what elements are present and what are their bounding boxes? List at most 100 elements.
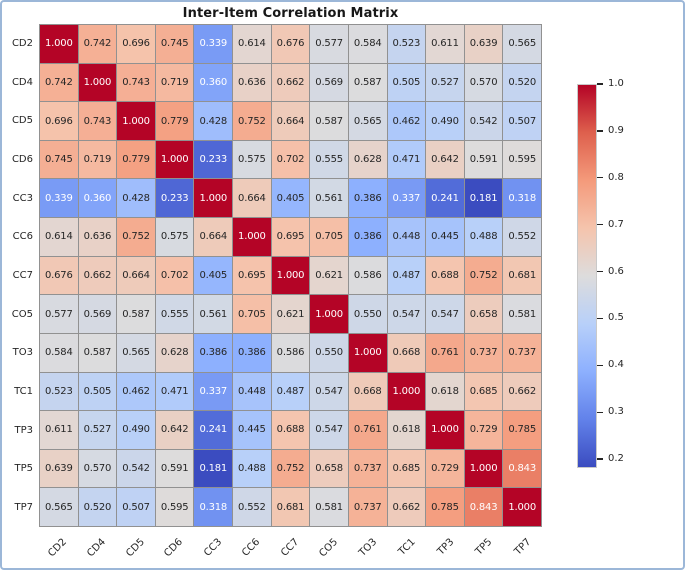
heatmap-cell: 0.668	[348, 372, 387, 411]
heatmap-cell: 0.614	[233, 25, 271, 63]
x-axis-label: CD5	[123, 536, 147, 560]
heatmap-cell: 0.386	[348, 218, 387, 256]
heatmap-cell: 0.405	[271, 179, 310, 218]
heatmap-cell: 0.702	[155, 256, 194, 295]
heatmap-cell: 0.569	[78, 295, 117, 333]
heatmap-cell: 0.685	[387, 449, 426, 488]
y-axis-label: TP7	[14, 502, 33, 514]
heatmap-cell: 0.688	[426, 256, 464, 295]
heatmap-cell: 1.000	[117, 102, 155, 140]
y-axis-label: CD6	[11, 153, 33, 165]
colorbar-tick	[597, 411, 603, 413]
colorbar-tick-label: 0.2	[608, 453, 624, 465]
heatmap-grid: 1.000 0.742 0.696 0.745 0.339 0.614 0.676 0.577…	[39, 24, 542, 527]
heatmap-cell: 1.000	[348, 333, 387, 372]
heatmap-cell: 0.542	[117, 449, 155, 488]
heatmap-cell: 1.000	[310, 295, 348, 333]
heatmap-cell: 0.695	[271, 218, 310, 256]
heatmap-cell: 0.662	[271, 63, 310, 102]
heatmap-cell: 0.488	[233, 449, 271, 488]
heatmap-cell: 0.569	[310, 63, 348, 102]
heatmap-cell: 1.000	[503, 488, 541, 526]
colorbar-tick-label: 0.5	[608, 312, 624, 324]
heatmap-cell: 0.705	[310, 218, 348, 256]
heatmap-cell: 1.000	[40, 25, 78, 63]
heatmap-cell: 0.241	[426, 179, 464, 218]
heatmap-cell: 0.318	[503, 179, 541, 218]
heatmap-cell: 0.737	[464, 333, 503, 372]
y-axis-label: CD5	[11, 115, 33, 127]
heatmap-cell: 0.745	[155, 25, 194, 63]
heatmap-cell: 0.642	[426, 140, 464, 179]
heatmap-cell: 0.581	[310, 488, 348, 526]
heatmap-cell: 0.584	[348, 25, 387, 63]
colorbar-tick-label: 0.3	[608, 406, 624, 418]
heatmap-cell: 0.752	[464, 256, 503, 295]
heatmap-cell: 0.527	[78, 411, 117, 449]
heatmap-cell: 1.000	[233, 218, 271, 256]
heatmap-cell: 0.676	[271, 25, 310, 63]
heatmap-cell: 0.577	[310, 25, 348, 63]
colorbar-tick	[597, 317, 603, 320]
heatmap-cell: 0.565	[503, 25, 541, 63]
heatmap-cell: 0.448	[233, 372, 271, 411]
heatmap-cell: 0.561	[310, 179, 348, 218]
heatmap-cell: 0.337	[194, 372, 233, 411]
heatmap-cell: 1.000	[78, 63, 117, 102]
heatmap-cell: 0.595	[503, 140, 541, 179]
heatmap-cell: 0.662	[503, 372, 541, 411]
x-axis-label: CD6	[162, 536, 186, 560]
heatmap-cell: 0.695	[233, 256, 271, 295]
heatmap-cell: 0.752	[271, 449, 310, 488]
heatmap-cell: 0.587	[117, 295, 155, 333]
heatmap-cell: 0.507	[503, 102, 541, 140]
heatmap-cell: 0.628	[155, 333, 194, 372]
heatmap-cell: 0.752	[117, 218, 155, 256]
heatmap-cell: 0.428	[194, 102, 233, 140]
y-axis-label: CO5	[11, 308, 33, 320]
x-axis-label: CO5	[317, 536, 341, 560]
heatmap-cell: 0.386	[348, 179, 387, 218]
heatmap-cell: 0.761	[426, 333, 464, 372]
heatmap-cell: 0.587	[310, 102, 348, 140]
heatmap-cell: 0.779	[117, 140, 155, 179]
y-axis-labels: CD2 CD4 CD5 CD6 CC3 CC6 CC7 CO5 TO3 TC1 TP3 TP5 TP7	[2, 24, 33, 527]
heatmap-cell: 0.779	[155, 102, 194, 140]
heatmap-cell: 0.505	[78, 372, 117, 411]
heatmap-cell: 0.668	[387, 333, 426, 372]
heatmap-cell: 0.339	[40, 179, 78, 218]
x-axis-labels: CD2 CD4 CD5 CD6 CC3 CC6 CC7 CO5 TO3 TC1 TP3 TP5 TP7	[39, 527, 542, 568]
x-axis-label: CC6	[240, 536, 263, 559]
heatmap-cell: 0.181	[464, 179, 503, 218]
heatmap-cell: 0.570	[464, 63, 503, 102]
heatmap-cell: 0.488	[464, 218, 503, 256]
x-axis-label: CD4	[85, 536, 108, 560]
heatmap-cell: 0.752	[233, 102, 271, 140]
heatmap-cell: 0.547	[310, 372, 348, 411]
heatmap-cell: 1.000	[387, 372, 426, 411]
heatmap-cell: 0.584	[40, 333, 78, 372]
heatmap-cell: 0.547	[426, 295, 464, 333]
heatmap-cell: 0.696	[117, 25, 155, 63]
heatmap-cell: 0.785	[426, 488, 464, 526]
heatmap-cell: 0.448	[387, 218, 426, 256]
heatmap-cell: 0.487	[271, 372, 310, 411]
colorbar-tick	[597, 83, 603, 85]
heatmap-cell: 0.490	[426, 102, 464, 140]
heatmap-cell: 0.639	[464, 25, 503, 63]
colorbar-tick-label: 0.8	[608, 171, 624, 183]
heatmap-cell: 0.462	[387, 102, 426, 140]
heatmap-cell: 0.552	[233, 488, 271, 526]
x-axis-label: TP7	[512, 536, 534, 558]
heatmap-cell: 0.360	[194, 63, 233, 102]
heatmap-cell: 0.386	[194, 333, 233, 372]
x-axis-label: CC3	[201, 536, 225, 559]
heatmap-cell: 1.000	[155, 140, 194, 179]
y-axis-label: TC1	[14, 386, 33, 398]
heatmap-cell: 0.662	[78, 256, 117, 295]
y-axis-label: TP3	[14, 424, 33, 436]
heatmap-cell: 0.586	[348, 256, 387, 295]
heatmap-cell: 0.642	[155, 411, 194, 449]
heatmap-cell: 0.555	[310, 140, 348, 179]
heatmap-cell: 0.523	[40, 372, 78, 411]
